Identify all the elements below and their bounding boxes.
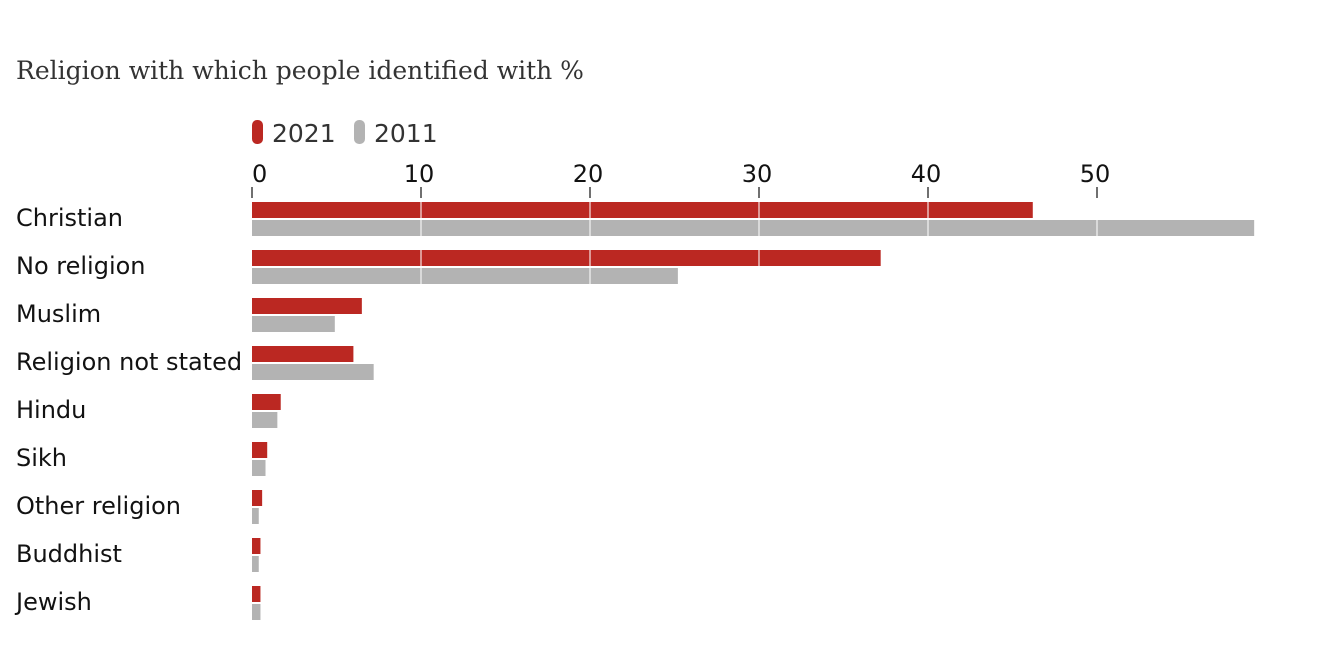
bar-2021 xyxy=(252,442,268,458)
legend-label-2011: 2011 xyxy=(374,119,438,148)
bar-2021 xyxy=(252,538,261,554)
x-tick-label: 20 xyxy=(573,160,604,188)
bar-2011 xyxy=(252,316,335,332)
bar-2011 xyxy=(252,364,374,380)
x-tick-label: 10 xyxy=(404,160,435,188)
category-label: Jewish xyxy=(14,588,92,616)
bar-2021 xyxy=(252,298,362,314)
bar-2011 xyxy=(252,556,259,572)
bar-2011 xyxy=(252,412,278,428)
category-label: Hindu xyxy=(16,396,86,424)
bar-2021 xyxy=(252,202,1033,218)
bar-2011 xyxy=(252,508,259,524)
category-label: Sikh xyxy=(16,444,67,472)
bar-2011 xyxy=(252,268,678,284)
bar-2011 xyxy=(252,460,266,476)
x-tick-label: 30 xyxy=(742,160,773,188)
legend-swatch-2011 xyxy=(354,120,365,144)
bar-2021 xyxy=(252,250,881,266)
bar-2021 xyxy=(252,586,261,602)
category-label: No religion xyxy=(16,252,146,280)
chart-subtitle: Religion with which people identified wi… xyxy=(16,56,584,85)
category-label: Other religion xyxy=(16,492,181,520)
x-tick-label: 0 xyxy=(252,160,267,188)
bar-2011 xyxy=(252,604,261,620)
legend-swatch-2021 xyxy=(252,120,263,144)
legend-label-2021: 2021 xyxy=(272,119,336,148)
bar-2021 xyxy=(252,490,263,506)
category-label: Muslim xyxy=(16,300,101,328)
x-tick-label: 50 xyxy=(1080,160,1111,188)
x-tick-label: 40 xyxy=(911,160,942,188)
category-label: Christian xyxy=(16,204,123,232)
bar-2021 xyxy=(252,394,281,410)
category-label: Buddhist xyxy=(16,540,122,568)
bar-2011 xyxy=(252,220,1255,236)
bar-2021 xyxy=(252,346,354,362)
category-label: Religion not stated xyxy=(16,348,242,376)
